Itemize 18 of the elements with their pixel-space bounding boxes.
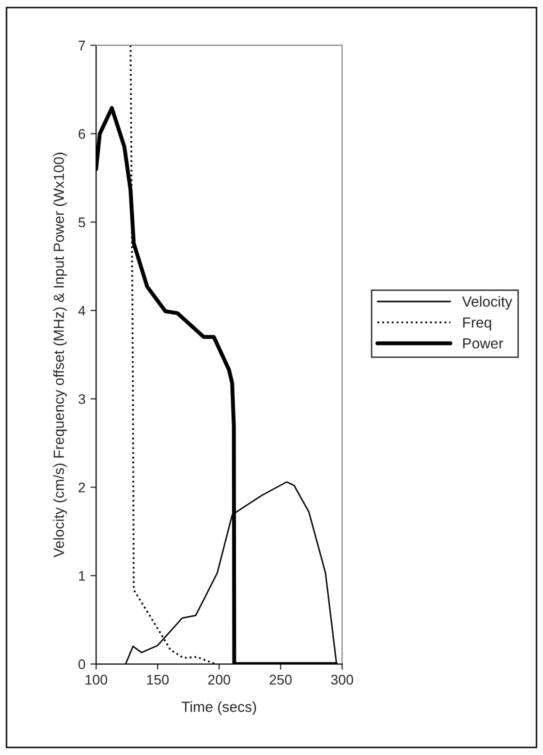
x-axis-title: Time (secs) [182, 701, 256, 715]
legend-label: Freq [463, 317, 492, 331]
x-tick-label: 200 [208, 674, 230, 685]
y-tick-label: 6 [78, 129, 86, 139]
legend-label: Velocity [462, 296, 512, 310]
y-tick-label: 1 [79, 571, 86, 581]
y-tick-label: 5 [78, 218, 86, 228]
x-tick-label: 250 [270, 674, 292, 685]
x-tick-label: 100 [86, 674, 108, 685]
y-tick-label: 7 [78, 40, 85, 50]
y-tick-label: 0 [78, 659, 86, 670]
y-tick-label: 2 [78, 482, 85, 492]
y-tick-label: 4 [78, 306, 86, 316]
y-tick-label: 3 [78, 394, 86, 404]
x-tick-label: 150 [147, 674, 169, 685]
legend-label: Power [463, 338, 504, 349]
x-tick-label: 300 [331, 674, 354, 685]
y-axis-title: Velocity (cm/s) Frequency offset (MHz) & Input Power (Wx100) [53, 152, 67, 558]
